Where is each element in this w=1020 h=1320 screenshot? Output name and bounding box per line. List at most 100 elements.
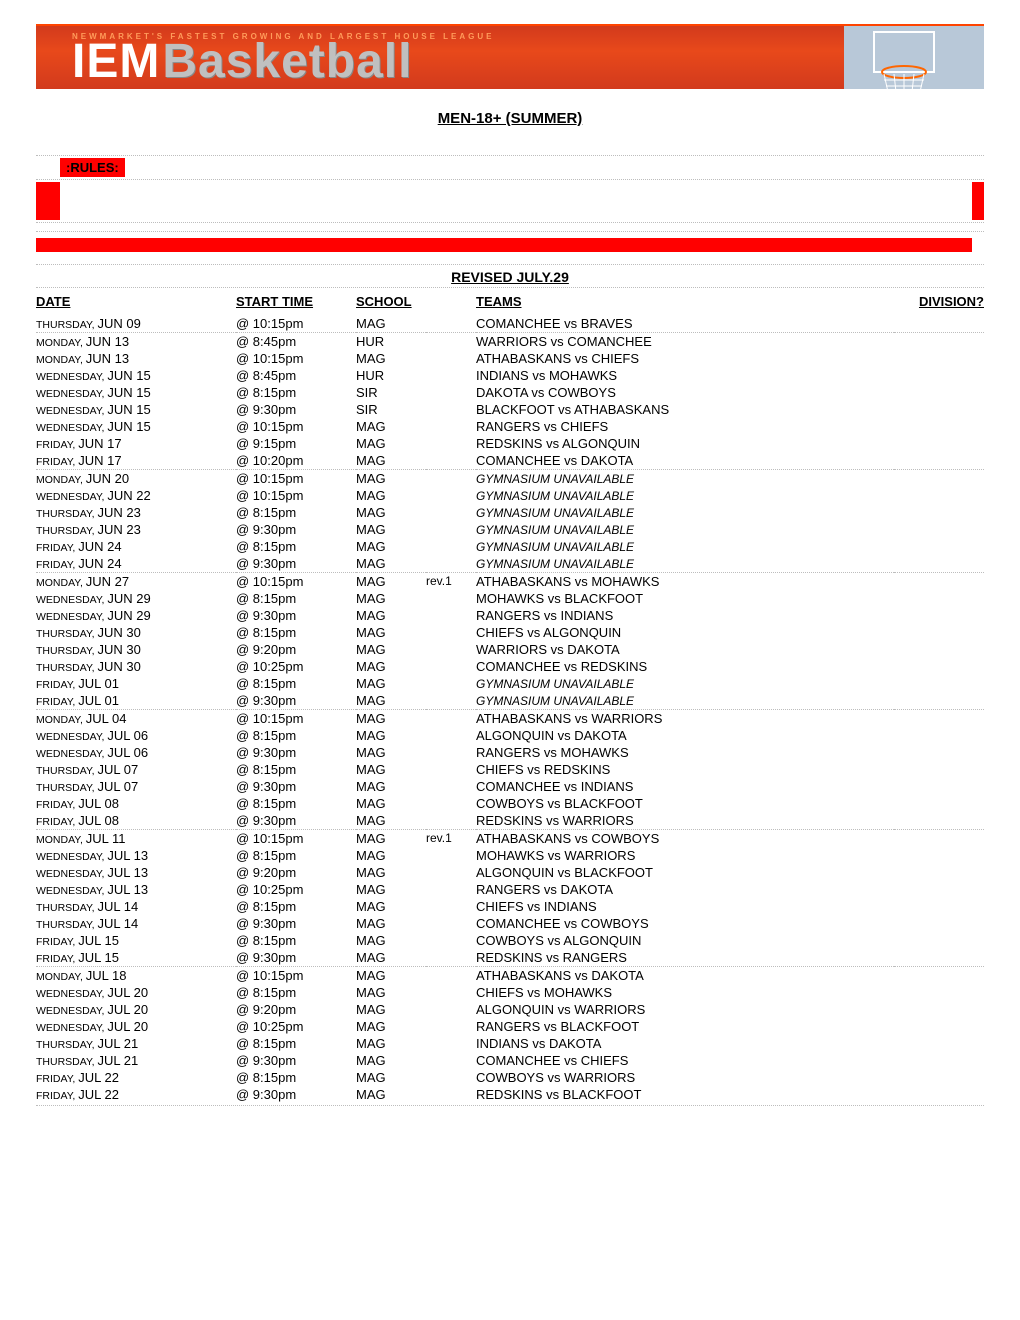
cell-time: @ 9:30pm [236,915,356,932]
cell-division [894,418,984,435]
cell-division [894,1018,984,1035]
cell-time: @ 9:20pm [236,864,356,881]
cell-revision [426,315,476,333]
cell-school: HUR [356,367,426,384]
cell-time: @ 8:15pm [236,795,356,812]
table-row: THURSDAY, JUL 21@ 8:15pmMAGINDIANS vs DA… [36,1035,984,1052]
cell-date: THURSDAY, JUL 21 [36,1035,236,1052]
cell-time: @ 10:15pm [236,315,356,333]
table-row: FRIDAY, JUL 08@ 8:15pmMAGCOWBOYS vs BLAC… [36,795,984,812]
table-row: WEDNESDAY, JUN 29@ 8:15pmMAGMOHAWKS vs B… [36,590,984,607]
cell-division [894,1035,984,1052]
cell-school: MAG [356,1052,426,1069]
cell-time: @ 9:30pm [236,778,356,795]
revised-label: REVISED JULY.29 [36,269,984,285]
cell-division [894,555,984,573]
cell-teams: RANGERS vs MOHAWKS [476,744,894,761]
cell-school: MAG [356,590,426,607]
cell-time: @ 10:15pm [236,830,356,847]
cell-school: SIR [356,401,426,418]
cell-school: MAG [356,675,426,692]
cell-revision [426,641,476,658]
divider [36,287,984,288]
cell-time: @ 8:15pm [236,984,356,1001]
cell-time: @ 8:15pm [236,932,356,949]
table-row: FRIDAY, JUL 15@ 8:15pmMAGCOWBOYS vs ALGO… [36,932,984,949]
banner: NEWMARKET'S FASTEST GROWING AND LARGEST … [36,24,984,92]
cell-division [894,692,984,710]
cell-teams: REDSKINS vs RANGERS [476,949,894,967]
cell-revision [426,555,476,573]
cell-teams: COWBOYS vs ALGONQUIN [476,932,894,949]
cell-time: @ 10:15pm [236,418,356,435]
table-row: FRIDAY, JUN 24@ 9:30pmMAGGYMNASIUM UNAVA… [36,555,984,573]
table-row: WEDNESDAY, JUL 20@ 10:25pmMAGRANGERS vs … [36,1018,984,1035]
cell-division [894,333,984,350]
hoop-icon [844,26,984,92]
cell-teams: ALGONQUIN vs BLACKFOOT [476,864,894,881]
cell-school: MAG [356,1035,426,1052]
cell-revision [426,744,476,761]
table-row: THURSDAY, JUN 30@ 8:15pmMAGCHIEFS vs ALG… [36,624,984,641]
cell-revision [426,350,476,367]
cell-school: MAG [356,435,426,452]
cell-teams: GYMNASIUM UNAVAILABLE [476,470,894,487]
table-row: WEDNESDAY, JUL 13@ 8:15pmMAGMOHAWKS vs W… [36,847,984,864]
cell-division [894,607,984,624]
cell-division [894,881,984,898]
table-row: THURSDAY, JUL 07@ 8:15pmMAGCHIEFS vs RED… [36,761,984,778]
cell-date: FRIDAY, JUL 22 [36,1069,236,1086]
table-row: WEDNESDAY, JUL 13@ 10:25pmMAGRANGERS vs … [36,881,984,898]
cell-revision [426,675,476,692]
cell-school: MAG [356,1001,426,1018]
cell-revision [426,949,476,967]
cell-date: WEDNESDAY, JUN 15 [36,418,236,435]
divider [36,155,984,156]
cell-division [894,401,984,418]
cell-school: MAG [356,744,426,761]
cell-division [894,624,984,641]
logo-basketball: Basketball [162,34,412,89]
cell-date: FRIDAY, JUL 08 [36,795,236,812]
cell-time: @ 10:15pm [236,487,356,504]
cell-school: HUR [356,333,426,350]
cell-time: @ 10:15pm [236,350,356,367]
cell-teams: GYMNASIUM UNAVAILABLE [476,555,894,573]
cell-school: MAG [356,864,426,881]
table-row: WEDNESDAY, JUN 29@ 9:30pmMAGRANGERS vs I… [36,607,984,624]
cell-revision [426,915,476,932]
cell-division [894,727,984,744]
cell-time: @ 8:15pm [236,675,356,692]
cell-teams: RANGERS vs INDIANS [476,607,894,624]
cell-revision [426,710,476,727]
cell-revision [426,898,476,915]
cell-teams: ATHABASKANS vs MOHAWKS [476,573,894,590]
cell-revision [426,538,476,555]
cell-school: MAG [356,915,426,932]
cell-teams: RANGERS vs BLACKFOOT [476,1018,894,1035]
cell-revision [426,967,476,984]
cell-teams: GYMNASIUM UNAVAILABLE [476,675,894,692]
cell-teams: WARRIORS vs DAKOTA [476,641,894,658]
cell-date: FRIDAY, JUN 24 [36,555,236,573]
cell-date: THURSDAY, JUL 14 [36,915,236,932]
cell-date: WEDNESDAY, JUN 15 [36,401,236,418]
cell-teams: CHIEFS vs INDIANS [476,898,894,915]
cell-time: @ 9:30pm [236,692,356,710]
table-row: FRIDAY, JUL 22@ 8:15pmMAGCOWBOYS vs WARR… [36,1069,984,1086]
cell-revision [426,795,476,812]
cell-date: THURSDAY, JUN 30 [36,624,236,641]
cell-teams: WARRIORS vs COMANCHEE [476,333,894,350]
table-row: FRIDAY, JUN 17@ 9:15pmMAGREDSKINS vs ALG… [36,435,984,452]
cell-revision: rev.1 [426,573,476,590]
cell-division [894,932,984,949]
cell-teams: ALGONQUIN vs DAKOTA [476,727,894,744]
red-segment [36,182,60,220]
cell-school: MAG [356,624,426,641]
cell-date: THURSDAY, JUN 30 [36,641,236,658]
table-row: WEDNESDAY, JUN 15@ 8:45pmHURINDIANS vs M… [36,367,984,384]
cell-division [894,949,984,967]
cell-date: FRIDAY, JUL 15 [36,932,236,949]
cell-revision [426,590,476,607]
cell-date: FRIDAY, JUL 22 [36,1086,236,1103]
